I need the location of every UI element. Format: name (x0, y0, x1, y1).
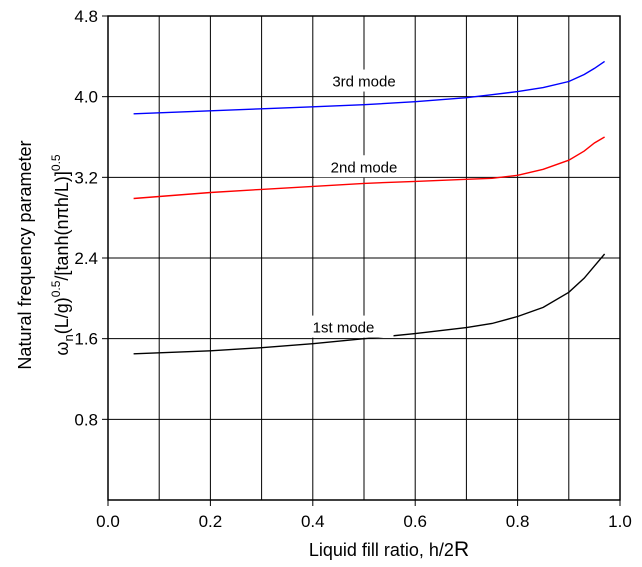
series-label-1: 1st mode (313, 320, 375, 337)
series-label-background (293, 315, 394, 338)
y-tick-label: 4.8 (74, 7, 98, 26)
x-axis-title: Liquid fill ratio, h/2R (309, 538, 469, 561)
series-layer: 1st mode 2nd mode 3rd mode (133, 60, 606, 355)
x-tick-label: 0.6 (403, 512, 427, 531)
y-axis-title-line2: ωn(L/g)0.5/[tanh(nπh/L)]0.5 (49, 154, 76, 355)
y-tick-label: 4.0 (74, 88, 98, 107)
y-axis-title-line1: Natural frequency parameter (15, 140, 35, 369)
y-tick-label: 0.8 (74, 410, 98, 429)
grid (108, 16, 620, 500)
series-label-background (314, 155, 414, 178)
x-tick-label: 0.8 (506, 512, 530, 531)
tick-labels: 0.0 0.2 0.4 0.6 0.8 1.0 0.8 1.6 2.4 3.2 4.0 4.8 (74, 7, 631, 531)
series-line-2 (133, 136, 605, 200)
x-tick-label: 0.0 (96, 512, 120, 531)
series-line-1 (133, 253, 606, 355)
y-tick-label: 1.6 (74, 330, 98, 349)
series-label-2: 2nd mode (331, 159, 398, 176)
series-label-3: 3rd mode (332, 74, 395, 91)
x-tick-label: 0.2 (199, 512, 223, 531)
series-line-3 (133, 60, 605, 115)
x-tick-label: 0.4 (301, 512, 325, 531)
y-tick-label: 3.2 (74, 168, 98, 187)
y-tick-label: 2.4 (74, 249, 98, 268)
series-label-background (314, 69, 414, 92)
x-tick-label: 1.0 (608, 512, 632, 531)
